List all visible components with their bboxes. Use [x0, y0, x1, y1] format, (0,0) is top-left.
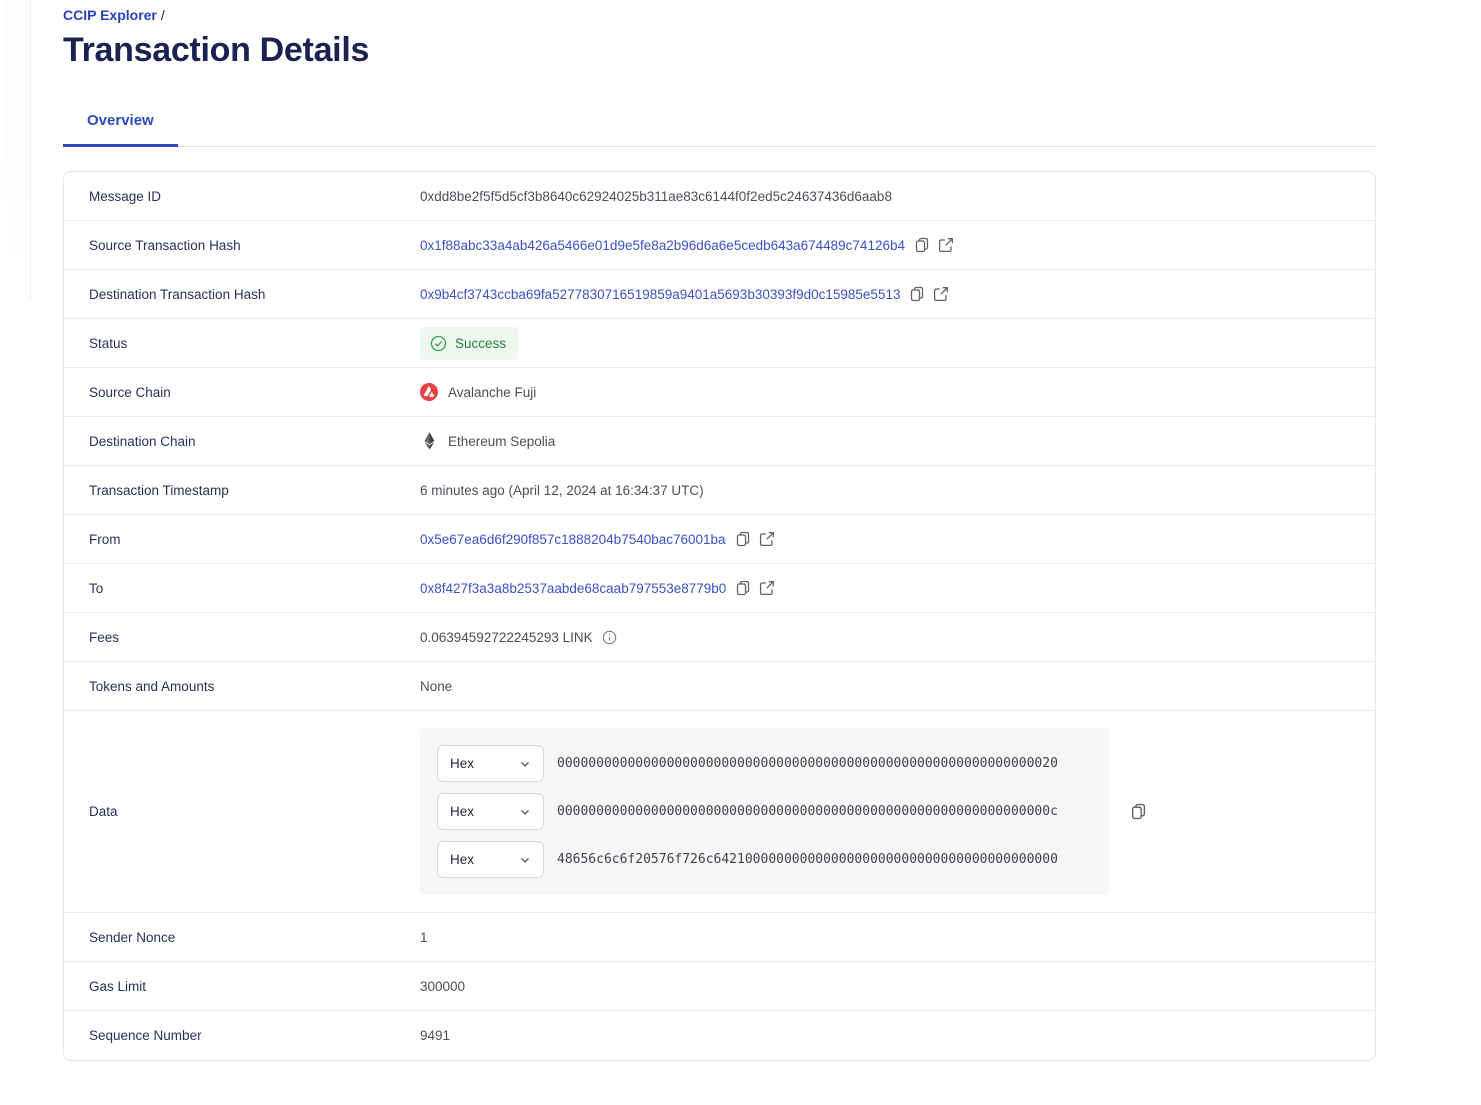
- copy-icon[interactable]: [914, 237, 930, 253]
- tokens-value: None: [420, 678, 453, 694]
- data-format-selected-value: Hex: [450, 852, 475, 868]
- table-row-data: Data Hex 0000000000000000000000000000000…: [64, 711, 1375, 914]
- tab-bar: Overview: [63, 112, 1376, 148]
- row-label: From: [89, 531, 121, 547]
- data-hex-line: 0000000000000000000000000000000000000000…: [557, 804, 1058, 820]
- row-label: Sequence Number: [89, 1028, 202, 1044]
- breadcrumb: CCIP Explorer /: [63, 0, 1376, 23]
- row-label: Destination Transaction Hash: [89, 286, 266, 302]
- external-link-icon[interactable]: [938, 237, 954, 253]
- fees-value: 0.06394592722245293 LINK: [420, 629, 593, 645]
- table-row-status: Status Success: [64, 319, 1375, 369]
- table-row-tokens: Tokens and Amounts None: [64, 662, 1375, 712]
- data-format-select[interactable]: Hex: [437, 841, 544, 879]
- data-hex-line: 48656c6c6f20576f726c64210000000000000000…: [557, 852, 1058, 868]
- row-label: Fees: [89, 629, 120, 645]
- external-link-icon[interactable]: [933, 286, 949, 302]
- table-row-source-chain: Source Chain Avalanche Fuji: [64, 368, 1375, 418]
- status-badge-label: Success: [455, 335, 507, 351]
- row-label: Message ID: [89, 188, 162, 204]
- message-id-value: 0xdd8be2f5f5d5cf3b8640c62924025b311ae83c…: [420, 188, 892, 204]
- data-hex-line: 0000000000000000000000000000000000000000…: [557, 756, 1058, 772]
- data-line: Hex 48656c6c6f20576f726c6421000000000000…: [437, 841, 1092, 879]
- chevron-down-icon: [519, 806, 531, 818]
- sender-nonce-value: 1: [420, 929, 428, 945]
- data-format-select[interactable]: Hex: [437, 793, 544, 831]
- table-row-source-tx-hash: Source Transaction Hash 0x1f88abc33a4ab4…: [64, 221, 1375, 271]
- row-label: Sender Nonce: [89, 929, 176, 945]
- row-label: To: [89, 580, 104, 596]
- status-badge: Success: [420, 326, 519, 360]
- table-row-from: From 0x5e67ea6d6f290f857c1888204b7540bac…: [64, 515, 1375, 565]
- info-icon[interactable]: [602, 630, 617, 645]
- row-label: Data: [89, 804, 118, 820]
- data-format-select[interactable]: Hex: [437, 745, 544, 783]
- sequence-number-value: 9491: [420, 1028, 451, 1044]
- data-format-selected-value: Hex: [450, 804, 475, 820]
- table-row-timestamp: Transaction Timestamp 6 minutes ago (Apr…: [64, 466, 1375, 516]
- row-label: Tokens and Amounts: [89, 678, 215, 694]
- background-accent-strip: [3, 0, 31, 300]
- data-hex-panel: Hex 000000000000000000000000000000000000…: [420, 728, 1109, 896]
- chevron-down-icon: [519, 758, 531, 770]
- timestamp-value: 6 minutes ago (April 12, 2024 at 16:34:3…: [420, 482, 704, 498]
- table-row-dest-chain: Destination Chain Ethereum Sepolia: [64, 417, 1375, 467]
- gas-limit-value: 300000: [420, 978, 466, 994]
- dest-tx-hash-link[interactable]: 0x9b4cf3743ccba69fa5277830716519859a9401…: [420, 286, 901, 302]
- row-label: Destination Chain: [89, 433, 196, 449]
- row-label: Gas Limit: [89, 978, 147, 994]
- dest-chain-name: Ethereum Sepolia: [448, 433, 556, 449]
- copy-icon[interactable]: [735, 531, 751, 547]
- page-title: Transaction Details: [63, 31, 370, 69]
- breadcrumb-ccip-explorer-link[interactable]: CCIP Explorer: [63, 7, 157, 23]
- external-link-icon[interactable]: [759, 531, 775, 547]
- table-row-message-id: Message ID 0xdd8be2f5f5d5cf3b8640c629240…: [64, 172, 1375, 222]
- table-row-sequence-number: Sequence Number 9491: [64, 1011, 1375, 1060]
- table-row-sender-nonce: Sender Nonce 1: [64, 913, 1375, 963]
- avalanche-fuji-icon: [420, 383, 438, 402]
- tab-overview[interactable]: Overview: [63, 112, 178, 148]
- source-chain-name: Avalanche Fuji: [448, 384, 537, 400]
- row-label: Status: [89, 335, 128, 351]
- data-format-selected-value: Hex: [450, 756, 475, 772]
- table-row-to: To 0x8f427f3a3a8b2537aabde68caab797553e8…: [64, 564, 1375, 614]
- row-label: Transaction Timestamp: [89, 482, 229, 498]
- copy-icon[interactable]: [909, 286, 925, 302]
- to-address-link[interactable]: 0x8f427f3a3a8b2537aabde68caab797553e8779…: [420, 580, 727, 596]
- table-row-fees: Fees 0.06394592722245293 LINK: [64, 613, 1375, 663]
- breadcrumb-separator: /: [160, 7, 165, 23]
- page-content: CCIP Explorer / Transaction Details Overv…: [63, 0, 1376, 1062]
- row-label: Source Chain: [89, 384, 171, 400]
- chevron-down-icon: [519, 854, 531, 866]
- external-link-icon[interactable]: [759, 580, 775, 596]
- check-circle-icon: [430, 335, 447, 352]
- copy-icon[interactable]: [1130, 803, 1147, 820]
- data-line: Hex 000000000000000000000000000000000000…: [437, 793, 1092, 831]
- source-tx-hash-link[interactable]: 0x1f88abc33a4ab426a5466e01d9e5fe8a2b96d6…: [420, 237, 905, 253]
- transaction-details-card: Message ID 0xdd8be2f5f5d5cf3b8640c629240…: [63, 171, 1376, 1062]
- table-row-dest-tx-hash: Destination Transaction Hash 0x9b4cf3743…: [64, 270, 1375, 320]
- data-line: Hex 000000000000000000000000000000000000…: [437, 745, 1092, 783]
- table-row-gas-limit: Gas Limit 300000: [64, 962, 1375, 1012]
- from-address-link[interactable]: 0x5e67ea6d6f290f857c1888204b7540bac76001…: [420, 531, 726, 547]
- row-label: Source Transaction Hash: [89, 237, 241, 253]
- ethereum-icon: [420, 432, 438, 450]
- copy-icon[interactable]: [735, 580, 751, 596]
